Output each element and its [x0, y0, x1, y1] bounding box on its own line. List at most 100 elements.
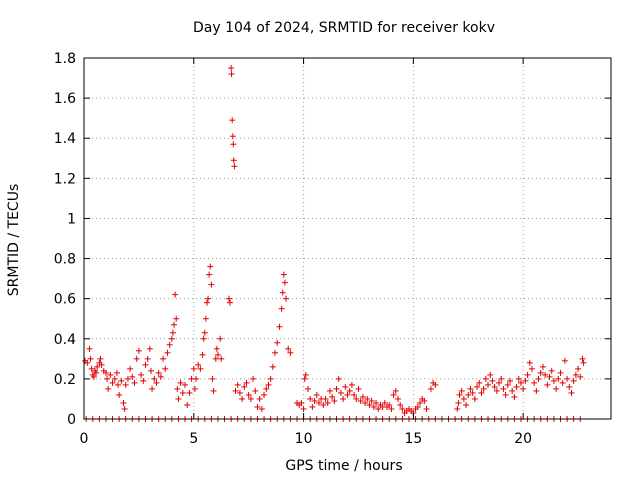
y-tick-label: 1.8: [54, 51, 76, 67]
data-point: [564, 375, 571, 382]
data-point: [392, 387, 399, 394]
data-point: [229, 117, 236, 124]
data-point: [94, 363, 101, 370]
data-point: [243, 379, 250, 386]
data-point: [205, 295, 212, 302]
data-point: [228, 71, 235, 78]
data-point: [559, 379, 566, 386]
data-point: [280, 271, 287, 278]
data-point: [482, 375, 489, 382]
data-point: [485, 381, 492, 388]
data-point: [182, 381, 189, 388]
data-point: [88, 365, 95, 372]
data-point: [474, 383, 481, 390]
x-tick-label: 10: [295, 431, 313, 447]
data-point: [480, 385, 487, 392]
data-point: [368, 397, 375, 404]
data-point: [157, 373, 164, 380]
y-tick-label: 0.8: [54, 252, 76, 268]
data-point: [212, 355, 219, 362]
data-point: [348, 381, 355, 388]
data-point: [197, 365, 204, 372]
data-point: [460, 395, 467, 402]
data-point: [225, 295, 232, 302]
data-point: [414, 403, 421, 410]
data-point: [263, 385, 270, 392]
data-point: [93, 369, 100, 376]
x-tick-label: 0: [80, 431, 89, 447]
data-point: [115, 381, 122, 388]
data-point: [359, 393, 366, 400]
data-point: [122, 381, 129, 388]
data-point: [309, 403, 316, 410]
data-point: [287, 349, 294, 356]
data-point: [272, 349, 279, 356]
x-tick-label: 15: [404, 431, 422, 447]
data-point: [234, 381, 241, 388]
data-point: [537, 369, 544, 376]
data-point: [236, 389, 243, 396]
data-point: [84, 359, 91, 366]
data-point: [455, 399, 462, 406]
x-tick-label: 5: [189, 431, 198, 447]
data-point: [166, 341, 173, 348]
data-point: [261, 391, 268, 398]
y-tick-label: 0: [67, 412, 76, 428]
data-point: [171, 321, 178, 328]
y-tick-label: 1.2: [54, 171, 76, 187]
data-point: [487, 371, 494, 378]
data-point: [427, 385, 434, 392]
data-point: [531, 379, 538, 386]
data-point: [337, 389, 344, 396]
data-point: [331, 397, 338, 404]
data-point: [568, 389, 575, 396]
data-point: [496, 379, 503, 386]
data-point: [155, 369, 162, 376]
data-point: [199, 351, 206, 358]
data-point: [258, 405, 265, 412]
data-point: [118, 377, 125, 384]
data-point: [227, 299, 234, 306]
data-point: [454, 405, 461, 412]
axis-ticks: 0 0.2 0.4 0.6 0.8 1 1.2 1.4 1.6 1.8 0 5 10 15 20: [54, 51, 611, 447]
data-point: [281, 279, 288, 286]
data-point: [190, 365, 197, 372]
data-point: [90, 373, 97, 380]
data-point: [370, 403, 377, 410]
data-point: [169, 329, 176, 336]
data-point: [579, 355, 586, 362]
data-point: [546, 373, 553, 380]
y-tick-label: 1.6: [54, 91, 76, 107]
data-point: [465, 391, 472, 398]
data-point: [274, 339, 281, 346]
data-point: [135, 347, 142, 354]
data-point: [575, 365, 582, 372]
data-point: [572, 371, 579, 378]
data-point: [301, 375, 308, 382]
data-point: [131, 379, 138, 386]
data-point: [324, 399, 331, 406]
data-point: [528, 365, 535, 372]
data-point: [151, 375, 158, 382]
data-point: [539, 363, 546, 370]
data-point: [250, 375, 257, 382]
data-point: [456, 391, 463, 398]
x-tick-label: 20: [514, 431, 532, 447]
data-point: [129, 373, 136, 380]
data-point: [146, 345, 153, 352]
data-points: [82, 65, 587, 422]
x-axis-label: GPS time / hours: [285, 458, 402, 474]
data-point: [577, 373, 584, 380]
data-point: [207, 263, 214, 270]
data-point: [116, 391, 123, 398]
data-point: [500, 385, 507, 392]
data-point: [86, 345, 93, 352]
data-point: [164, 349, 171, 356]
data-point: [162, 365, 169, 372]
data-point: [276, 323, 283, 330]
data-point: [231, 163, 238, 170]
y-axis-label: SRMTID / TECUs: [6, 184, 22, 297]
data-point: [463, 401, 470, 408]
data-point: [467, 385, 474, 392]
